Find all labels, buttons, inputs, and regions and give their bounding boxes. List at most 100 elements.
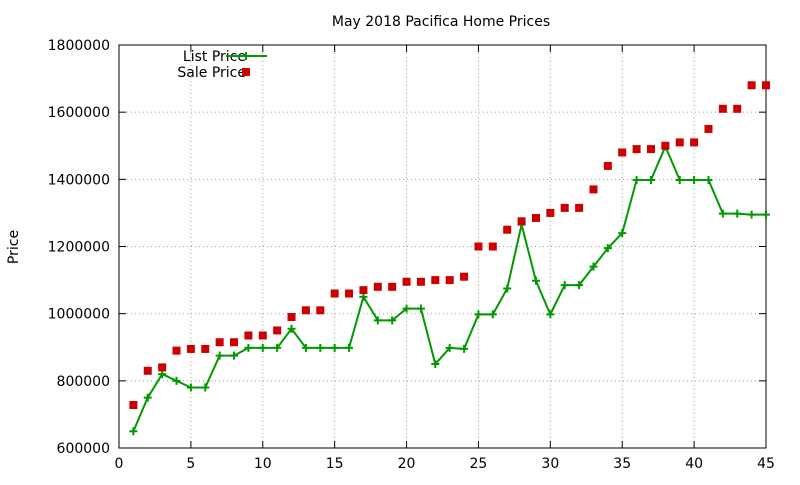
list-price-point [618, 229, 627, 238]
list-price-point [158, 370, 167, 379]
sale-price-point [575, 203, 584, 212]
list-price-point [359, 292, 368, 301]
sale-price-point [244, 331, 253, 340]
sale-price-point [618, 148, 627, 157]
sale-price-point [546, 208, 555, 217]
list-price-point [560, 281, 569, 290]
list-price-point [287, 324, 296, 333]
x-tick-label: 15 [326, 456, 344, 472]
list-price-point [431, 360, 440, 369]
sale-price-point [143, 366, 152, 375]
sale-price-point [388, 282, 397, 291]
list-price-point [675, 176, 684, 185]
y-tick-label: 1000000 [48, 307, 110, 323]
sale-price-point [129, 401, 138, 410]
sale-price-point [762, 81, 770, 90]
x-tick-label: 40 [685, 456, 703, 472]
axis-ticks [118, 44, 767, 449]
list-price-point [575, 281, 584, 290]
list-price-point [345, 343, 354, 352]
sale-price-point [215, 338, 224, 347]
sale-price-point [646, 145, 655, 154]
sale-price-point [517, 217, 526, 226]
list-price-point [503, 284, 512, 293]
sale-price-point [201, 344, 210, 353]
y-tick-label: 1400000 [48, 172, 110, 188]
sale-price-point [445, 276, 454, 285]
sale-price-point [273, 326, 282, 335]
x-tick-label: 35 [613, 456, 631, 472]
list-price-point [690, 176, 699, 185]
sale-price-point [258, 331, 267, 340]
sale-price-point [531, 213, 540, 222]
list-price-point [445, 343, 454, 352]
sale-price-point [359, 286, 368, 295]
list-price-line [132, 143, 766, 432]
x-tick-label: 30 [541, 456, 559, 472]
list-price-point [172, 376, 181, 385]
y-tick-label: 1600000 [48, 105, 110, 121]
sale-price-point [186, 344, 195, 353]
chart-title: May 2018 Pacifica Home Prices [332, 14, 550, 30]
series-list-price [129, 142, 770, 436]
list-price-point [143, 393, 152, 402]
sale-price-point [488, 242, 497, 251]
sale-price-point [589, 185, 598, 194]
sale-price-point [460, 272, 469, 281]
sale-price-point [330, 289, 339, 298]
list-price-point [603, 244, 612, 253]
list-price-point [373, 316, 382, 325]
sale-price-point [416, 277, 425, 286]
sale-price-point [172, 346, 181, 355]
x-tick-label: 0 [115, 456, 124, 472]
list-price-point [589, 262, 598, 271]
list-price-point [531, 276, 540, 285]
x-tick-labels: 0 5 10 15 20 25 30 35 40 45 [115, 456, 775, 472]
list-price-point [632, 176, 641, 185]
y-tick-label: 1200000 [48, 240, 110, 256]
list-price-point [330, 343, 339, 352]
list-price-point [273, 343, 282, 352]
list-price-point [488, 310, 497, 319]
list-price-point [201, 383, 210, 392]
sale-price-point [661, 141, 670, 150]
sale-price-point [474, 242, 483, 251]
sale-price-point [287, 313, 296, 322]
series-sale-price [129, 81, 770, 410]
sale-price-point [431, 276, 440, 285]
sale-price-point [402, 277, 411, 286]
list-price-point [388, 316, 397, 325]
list-price-point [258, 343, 267, 352]
list-price-point [129, 427, 138, 436]
sale-price-point [560, 203, 569, 212]
list-price-point [215, 351, 224, 360]
sale-price-point [345, 289, 354, 298]
x-tick-label: 5 [186, 456, 195, 472]
sale-price-point [747, 81, 756, 90]
sale-price-point [316, 306, 325, 315]
sale-price-point [718, 104, 727, 113]
list-price-point [301, 343, 310, 352]
grid-lines [119, 45, 766, 448]
sale-price-point [733, 104, 742, 113]
sale-price-point [158, 363, 167, 372]
sale-price-point [632, 145, 641, 154]
x-tick-label: 25 [470, 456, 488, 472]
sale-price-point [301, 306, 310, 315]
legend-marker-sample [242, 68, 250, 76]
x-tick-label: 10 [254, 456, 272, 472]
list-price-point [460, 344, 469, 353]
legend-marker-sample [242, 52, 250, 60]
sale-price-point [503, 225, 512, 234]
sale-price-point [675, 138, 684, 147]
list-price-point [230, 351, 239, 360]
y-axis-label: Price [6, 230, 22, 264]
list-price-point [316, 343, 325, 352]
x-tick-label: 45 [757, 456, 775, 472]
list-price-point [244, 343, 253, 352]
legend-label: List Price [183, 49, 246, 65]
list-price-point [718, 209, 727, 218]
y-tick-label: 600000 [57, 441, 110, 457]
list-price-point [704, 176, 713, 185]
